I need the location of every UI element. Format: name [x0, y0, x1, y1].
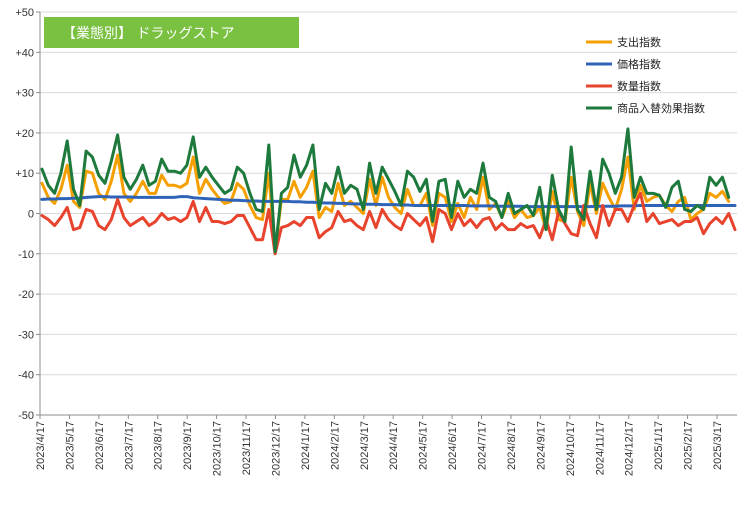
x-tick-label: 2023/4/17 [35, 421, 47, 470]
y-tick-label: +30 [15, 88, 34, 100]
x-tick-label: 2024/9/17 [535, 421, 547, 470]
chart-title: 【業態別】 ドラッグストア [62, 26, 234, 42]
chart-title-box: 【業態別】 ドラッグストア [44, 17, 299, 48]
x-tick-label: 2023/11/17 [241, 421, 253, 475]
y-tick-label: -30 [18, 329, 34, 341]
chart-title-background [44, 17, 299, 48]
series-line [40, 195, 737, 209]
x-tick-label: 2024/12/17 [624, 421, 636, 476]
axes [36, 11, 737, 419]
x-tick-label: 2024/4/17 [388, 421, 400, 470]
x-tick-label: 2024/10/17 [565, 421, 577, 476]
x-tick-label: 2023/5/17 [64, 421, 76, 470]
legend-label: 支出指数 [617, 35, 661, 49]
series-lines [40, 127, 737, 256]
y-tick-label: -50 [18, 410, 34, 422]
series-line [40, 191, 737, 256]
x-tick-label: 2025/2/17 [683, 421, 695, 470]
x-tick-label: 2024/2/17 [329, 421, 341, 470]
x-tick-label: 2023/7/17 [123, 421, 135, 470]
x-tick-label: 2025/1/17 [653, 421, 665, 470]
x-tick-label: 2024/8/17 [506, 421, 518, 470]
y-tick-label: -40 [18, 370, 34, 382]
x-tick-label: 2024/7/17 [477, 421, 489, 470]
y-tick-label: -20 [18, 289, 34, 301]
y-tick-labels: +50 +40 +30 +20 +10 0 -10 -20 -30 -40 -50 [15, 7, 34, 422]
legend-label: 数量指数 [617, 79, 661, 93]
legend-label: 商品入替効果指数 [617, 101, 705, 115]
y-tick-label: +20 [15, 128, 34, 140]
series-line [40, 127, 731, 254]
y-tick-label: +10 [15, 168, 34, 180]
x-tick-label: 2025/3/17 [712, 421, 724, 470]
x-tick-label: 2023/8/17 [153, 421, 165, 470]
x-tick-label: 2024/5/17 [418, 421, 430, 470]
y-tick-label: +50 [15, 7, 34, 19]
legend-label: 価格指数 [617, 57, 661, 71]
x-tick-label: 2024/1/17 [300, 421, 312, 470]
x-tick-labels: 2023/4/17 2023/5/17 2023/6/17 2023/7/17 2023… [35, 421, 724, 476]
x-tick-label: 2023/10/17 [212, 421, 224, 476]
y-tick-label: -10 [18, 249, 34, 261]
y-tick-label: +40 [15, 47, 34, 59]
x-tick-label: 2023/12/17 [270, 421, 282, 476]
y-tick-label: 0 [28, 209, 34, 221]
x-tick-label: 2024/11/17 [594, 421, 606, 475]
x-tick-label: 2024/3/17 [359, 421, 371, 470]
x-tick-label: 2023/6/17 [94, 421, 106, 470]
x-tick-label: 2024/6/17 [447, 421, 459, 470]
x-tick-label: 2023/9/17 [182, 421, 194, 470]
